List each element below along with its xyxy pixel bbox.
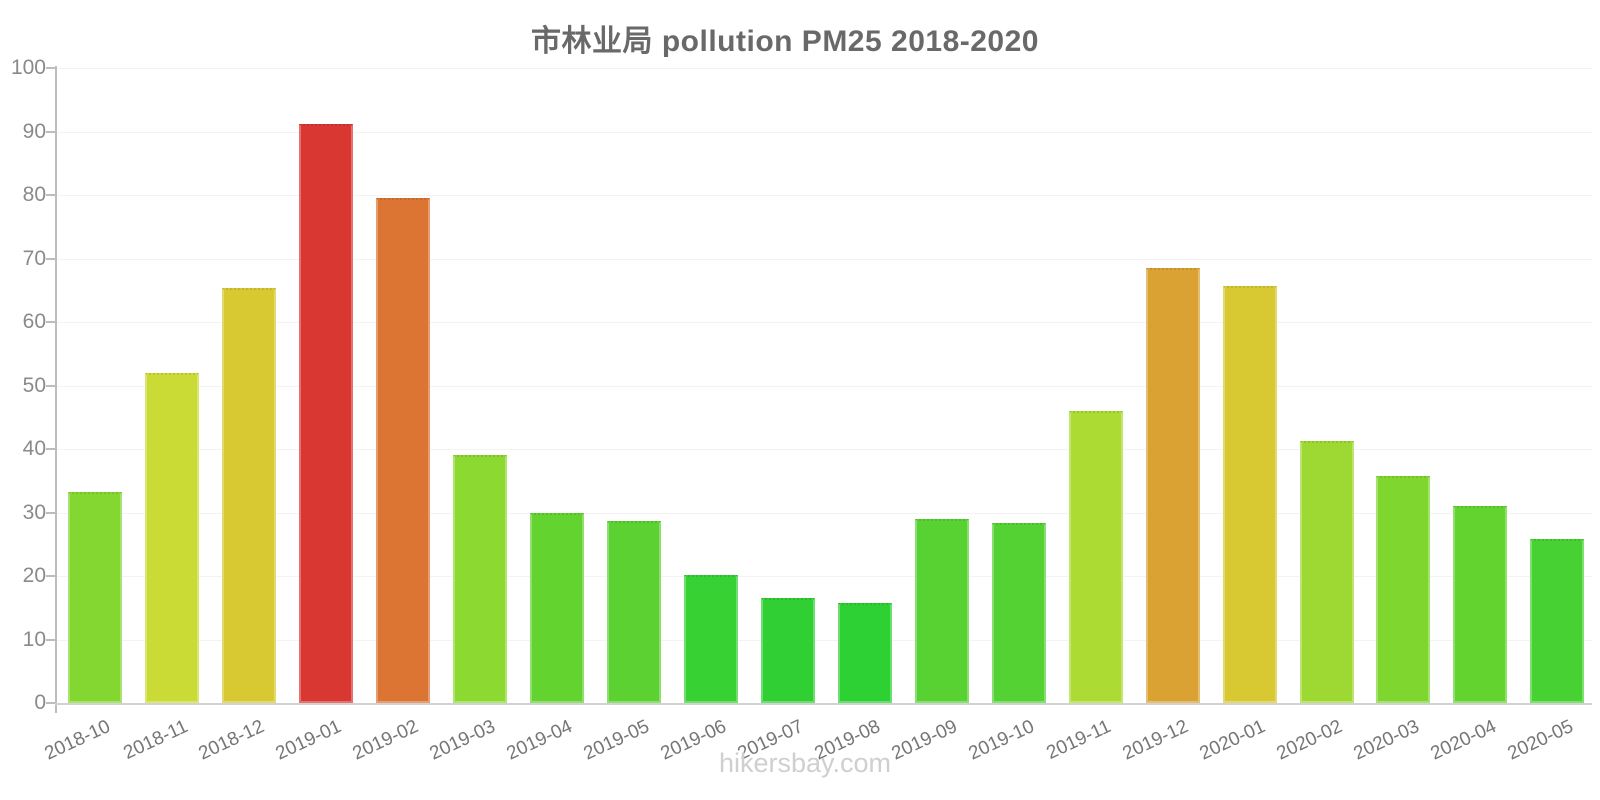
gridline-y-70 (55, 258, 1592, 260)
y-axis-tick-70 (46, 257, 55, 260)
y-axis-tick-90 (46, 130, 55, 133)
gridline-y-80 (55, 195, 1592, 196)
y-axis-label-0: 0 (34, 691, 46, 714)
bar-2020-04 (1453, 505, 1508, 703)
bar-2018-11 (144, 373, 199, 703)
y-axis-tick-80 (46, 194, 55, 196)
x-axis-line (55, 703, 1592, 705)
bar-2019-03 (452, 454, 507, 703)
gridline-y-10 (55, 639, 1592, 641)
y-axis-tick-0 (46, 702, 55, 704)
y-axis-tick-50 (46, 384, 55, 387)
bar-2019-05 (606, 520, 661, 703)
y-axis-label-40: 40 (22, 437, 46, 460)
chart-title: 市林业局 pollution PM25 2018-2020 (531, 25, 1039, 58)
bar-2019-10 (991, 523, 1046, 703)
y-axis-label-100: 100 (10, 56, 46, 79)
bar-2020-01 (1222, 286, 1277, 703)
gridline-y-20 (55, 576, 1592, 577)
y-axis-tick-20 (46, 575, 55, 577)
bar-2019-09 (914, 519, 969, 703)
y-axis-tick-10 (46, 638, 55, 641)
bar-2019-01 (298, 123, 353, 703)
bar-2020-03 (1376, 476, 1431, 703)
gridline-y-100 (55, 68, 1592, 69)
bar-2019-02 (375, 198, 430, 703)
bar-2018-12 (221, 287, 276, 703)
gridline-y-40 (55, 449, 1592, 450)
y-axis-tick-40 (46, 448, 55, 450)
gridline-y-90 (55, 131, 1592, 133)
watermark-text: hikersbay.com (718, 748, 892, 778)
bar-2019-08 (837, 603, 892, 703)
y-axis-label-60: 60 (22, 310, 46, 333)
y-axis-tick-100 (46, 67, 55, 69)
y-axis-line (55, 66, 57, 713)
y-axis-label-20: 20 (22, 564, 46, 587)
y-axis-tick-60 (46, 321, 55, 323)
y-axis-label-70: 70 (22, 246, 46, 270)
bar-2020-02 (1299, 440, 1354, 703)
bar-2019-06 (683, 574, 738, 703)
bar-2019-07 (760, 598, 815, 703)
y-axis-label-80: 80 (22, 183, 46, 206)
y-axis-label-10: 10 (22, 627, 46, 651)
gridline-y-30 (55, 512, 1592, 514)
y-axis-tick-30 (46, 511, 55, 514)
bar-2019-04 (529, 512, 584, 703)
y-axis-label-50: 50 (22, 373, 46, 397)
bar-2018-10 (68, 491, 122, 703)
bar-2019-12 (1145, 268, 1200, 703)
gridline-y-50 (55, 385, 1592, 387)
y-axis-label-90: 90 (22, 119, 46, 143)
y-axis-label-30: 30 (22, 500, 46, 524)
bar-2019-11 (1068, 410, 1123, 703)
bar-2020-05 (1530, 539, 1585, 703)
gridline-y-60 (55, 322, 1592, 323)
